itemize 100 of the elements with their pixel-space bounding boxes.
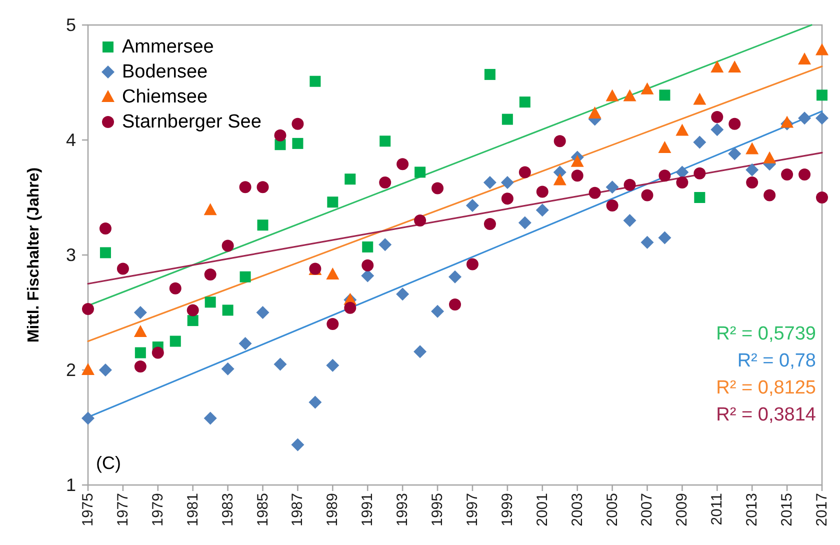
point bbox=[798, 112, 812, 125]
point bbox=[378, 238, 392, 252]
y-tick-label: 4 bbox=[66, 130, 76, 150]
point bbox=[152, 346, 164, 359]
point bbox=[518, 216, 532, 230]
text: R² = 0,5739 bbox=[716, 324, 816, 344]
point bbox=[466, 199, 479, 212]
point bbox=[640, 236, 654, 249]
point bbox=[292, 118, 304, 130]
point bbox=[780, 116, 794, 128]
point bbox=[816, 192, 828, 204]
y-tick-label: 2 bbox=[66, 360, 76, 380]
point bbox=[414, 214, 426, 226]
point bbox=[274, 129, 286, 142]
point bbox=[308, 396, 322, 409]
point bbox=[134, 306, 147, 319]
point bbox=[798, 52, 812, 64]
point bbox=[116, 262, 129, 275]
point bbox=[344, 174, 356, 185]
point bbox=[781, 168, 794, 180]
point bbox=[746, 142, 759, 154]
point bbox=[710, 123, 724, 136]
point bbox=[310, 76, 321, 87]
point bbox=[187, 315, 198, 326]
point bbox=[362, 241, 374, 252]
point bbox=[414, 345, 427, 358]
point bbox=[658, 141, 672, 154]
point bbox=[344, 302, 356, 314]
point bbox=[361, 269, 374, 282]
x-tick-label: 1995 bbox=[429, 493, 446, 526]
x-tick-label: 1979 bbox=[149, 493, 166, 526]
point bbox=[676, 176, 688, 189]
point bbox=[728, 147, 742, 160]
point bbox=[292, 138, 304, 149]
point bbox=[240, 271, 251, 282]
point bbox=[501, 192, 514, 205]
point bbox=[764, 189, 776, 202]
text: R² = 0,3814 bbox=[716, 404, 816, 426]
x-tick-label: 2007 bbox=[638, 493, 656, 526]
x-tick-label: 2017 bbox=[814, 493, 830, 526]
point bbox=[396, 158, 409, 170]
legend-label: Bodensee bbox=[122, 62, 208, 82]
point bbox=[327, 196, 338, 208]
point bbox=[326, 268, 340, 280]
point bbox=[659, 90, 670, 101]
point bbox=[624, 178, 636, 191]
point bbox=[466, 258, 478, 270]
x-tick-label: 2015 bbox=[778, 493, 796, 526]
point bbox=[257, 220, 268, 231]
x-tick-label: 1983 bbox=[219, 493, 236, 526]
point bbox=[606, 180, 619, 194]
point bbox=[694, 192, 706, 203]
y-tick-label: 3 bbox=[66, 245, 76, 265]
x-tick-label: 2013 bbox=[744, 493, 761, 526]
x-tick-label: 1999 bbox=[498, 493, 516, 526]
point bbox=[816, 90, 828, 101]
point bbox=[640, 82, 654, 94]
x-tick-label: 1997 bbox=[464, 493, 481, 526]
point bbox=[536, 204, 549, 217]
point bbox=[256, 181, 269, 194]
point bbox=[606, 200, 618, 212]
x-tick-label: 2003 bbox=[568, 493, 586, 526]
point bbox=[98, 364, 112, 376]
point bbox=[204, 268, 216, 281]
point bbox=[134, 347, 146, 358]
point bbox=[169, 282, 182, 294]
point bbox=[82, 412, 94, 425]
point bbox=[711, 111, 724, 123]
point bbox=[553, 173, 566, 186]
y-tick-label: 1 bbox=[66, 475, 76, 495]
annotation: (C) bbox=[96, 453, 121, 473]
point bbox=[396, 288, 410, 301]
point bbox=[274, 358, 287, 371]
point bbox=[134, 325, 147, 338]
point bbox=[448, 270, 462, 284]
point bbox=[641, 189, 654, 202]
x-tick-label: 1975 bbox=[80, 493, 96, 526]
point bbox=[519, 96, 530, 108]
point bbox=[816, 43, 828, 56]
point bbox=[238, 337, 252, 350]
point bbox=[380, 136, 391, 147]
point bbox=[431, 304, 444, 318]
y-tick-label: 5 bbox=[66, 15, 76, 35]
point bbox=[588, 106, 602, 119]
point bbox=[571, 170, 584, 182]
text: R² = 0,8125 bbox=[716, 378, 816, 398]
x-tick-label: 1981 bbox=[184, 493, 202, 526]
point bbox=[204, 203, 217, 216]
point bbox=[693, 136, 706, 149]
point bbox=[816, 112, 828, 125]
point bbox=[502, 114, 513, 125]
point bbox=[693, 92, 706, 105]
point bbox=[186, 304, 199, 316]
text: R² = 0,78 bbox=[737, 350, 816, 372]
point bbox=[728, 118, 741, 130]
legend-label: Ammersee bbox=[122, 36, 214, 58]
y-axis-title: Mittl. Fischalter (Jahre) bbox=[26, 167, 42, 343]
point bbox=[170, 336, 181, 347]
point bbox=[449, 298, 461, 310]
point bbox=[326, 358, 340, 372]
